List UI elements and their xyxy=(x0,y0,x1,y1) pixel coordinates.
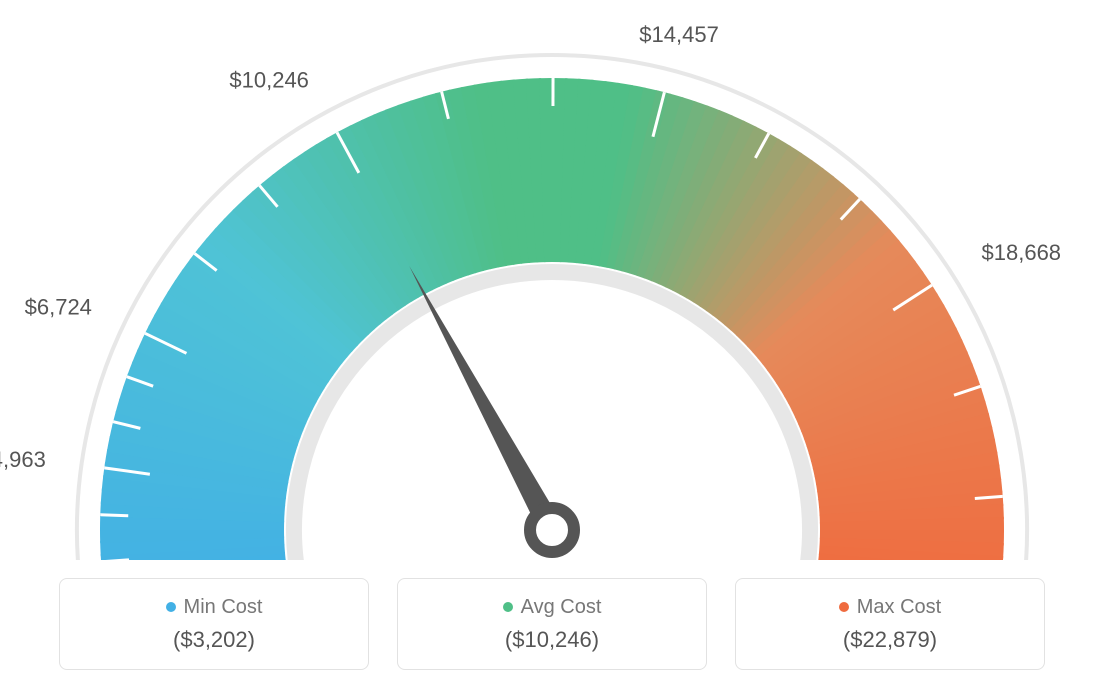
legend-label-avg: Avg Cost xyxy=(521,596,602,619)
legend-label-row: Max Cost xyxy=(839,596,941,619)
legend-value-max: ($22,879) xyxy=(843,627,937,653)
svg-text:$10,246: $10,246 xyxy=(229,68,309,93)
legend-value-avg: ($10,246) xyxy=(505,627,599,653)
gauge-chart: $3,202$4,963$6,724$10,246$14,457$18,668$… xyxy=(0,0,1104,560)
legend-dot-avg xyxy=(503,602,513,612)
legend-label-min: Min Cost xyxy=(184,596,263,619)
legend-row: Min Cost ($3,202) Avg Cost ($10,246) Max… xyxy=(0,578,1104,670)
legend-dot-max xyxy=(839,602,849,612)
legend-value-min: ($3,202) xyxy=(173,627,255,653)
svg-text:$18,668: $18,668 xyxy=(982,240,1062,265)
svg-text:$6,724: $6,724 xyxy=(25,295,92,320)
svg-text:$4,963: $4,963 xyxy=(0,447,46,472)
legend-card-avg: Avg Cost ($10,246) xyxy=(397,578,707,670)
cost-gauge-widget: { "gauge": { "type": "gauge", "min_value… xyxy=(0,0,1104,690)
legend-label-max: Max Cost xyxy=(857,596,941,619)
legend-card-max: Max Cost ($22,879) xyxy=(735,578,1045,670)
legend-label-row: Avg Cost xyxy=(503,596,602,619)
legend-dot-min xyxy=(166,602,176,612)
legend-card-min: Min Cost ($3,202) xyxy=(59,578,369,670)
legend-label-row: Min Cost xyxy=(166,596,263,619)
svg-text:$14,457: $14,457 xyxy=(639,22,719,47)
